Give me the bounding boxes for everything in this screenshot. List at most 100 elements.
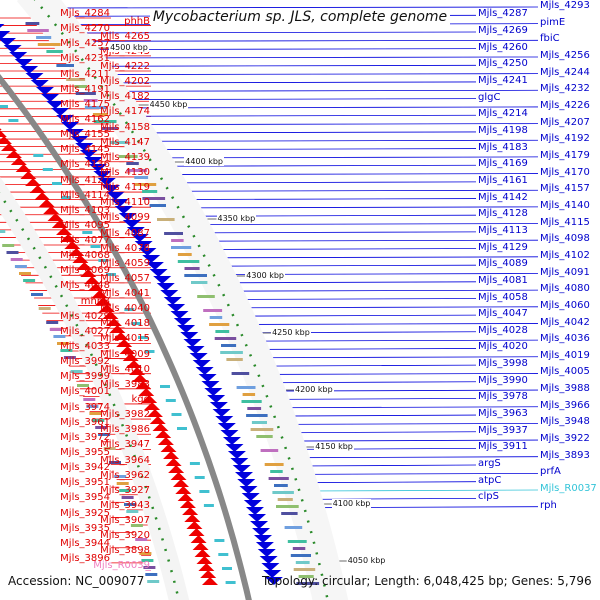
reverse-gene-arrow <box>72 255 89 263</box>
gene-label-right: Mjls_4142 <box>478 191 528 203</box>
scale-tick-label: 4350 kbp <box>216 214 257 223</box>
forward-gene-arrow <box>189 353 208 361</box>
gene-label-left: Mjls_4099 <box>100 212 150 224</box>
label-connector <box>304 489 539 492</box>
feature-block <box>70 370 83 373</box>
scale-tick-label: 4250 kbp <box>271 328 311 337</box>
forward-gene-arrow <box>217 423 236 431</box>
gene-label-right: Mjls_4226 <box>540 99 590 111</box>
label-connector <box>267 381 477 384</box>
forward-gene-arrow <box>183 339 202 347</box>
forward-gene-arrow <box>186 346 205 354</box>
gene-label-right: Mjls_3937 <box>478 424 528 436</box>
forward-gene-arrow <box>84 157 103 165</box>
reverse-gene-arrow <box>0 128 2 130</box>
gene-label-left: Mjls_4077 <box>60 235 110 246</box>
feature-block <box>218 553 229 556</box>
gene-label-right: Mjls_4207 <box>540 116 590 128</box>
feature-block <box>149 204 166 207</box>
feature-block <box>268 477 289 480</box>
feature-block <box>53 335 66 338</box>
reverse-gene-arrow <box>200 570 217 578</box>
feature-block <box>260 449 279 452</box>
forward-gene-arrow <box>255 542 274 550</box>
gene-label-right: Mjls_4232 <box>540 83 590 95</box>
label-connector <box>206 248 477 250</box>
label-connector <box>210 256 539 259</box>
label-connector <box>193 223 539 225</box>
reverse-gene-arrow <box>105 318 122 326</box>
gene-label-left: Mjls_4119 <box>100 182 150 194</box>
label-connector <box>235 306 539 309</box>
feature-block <box>142 190 158 193</box>
reverse-gene-arrow <box>95 297 112 305</box>
forward-gene-arrow <box>70 136 89 144</box>
feature-block <box>92 113 108 116</box>
forward-gene-arrow <box>35 87 54 95</box>
gene-label-left: Mjls_3896 <box>60 552 110 564</box>
forward-gene-arrow <box>207 395 226 403</box>
feature-block <box>10 258 23 261</box>
gene-label-right: Mjls_4102 <box>540 249 590 261</box>
gene-label-right: Mjls_4080 <box>540 283 590 295</box>
gene-label-right: Mjls_4214 <box>478 108 528 120</box>
label-connector <box>273 398 477 400</box>
gene-label-left: Mjls_4040 <box>100 303 150 315</box>
gene-label-right: Mjls_4047 <box>478 308 528 320</box>
feature-block <box>126 162 139 165</box>
label-connector <box>276 406 539 409</box>
feature-block <box>92 419 105 422</box>
label-connector <box>174 189 539 192</box>
gene-label-right: Mjls_4042 <box>540 316 590 328</box>
gene-label-left: Mjls_4147 <box>100 136 150 148</box>
gene-label-left: Mjls_3986 <box>100 424 150 436</box>
gene-label-right: Mjls_3978 <box>478 391 528 403</box>
feature-block <box>106 273 116 276</box>
gene-label-right: rph <box>540 499 557 511</box>
gene-label-right: clpS <box>478 491 499 503</box>
feature-block <box>295 561 310 564</box>
feature-block <box>31 293 43 296</box>
feature-block <box>281 512 298 515</box>
gene-label-left: Mjls_4001 <box>60 386 110 398</box>
reverse-gene-arrow <box>157 437 174 445</box>
reverse-gene-arrow <box>119 346 136 354</box>
forward-gene-arrow <box>201 381 220 389</box>
forward-gene-arrow <box>0 24 5 28</box>
reverse-gene-arrow <box>177 493 194 501</box>
feature-block <box>36 36 52 39</box>
gene-label-left: Mjls_3907 <box>100 515 150 526</box>
feature-block <box>241 400 262 403</box>
reverse-gene-arrow <box>98 304 115 312</box>
gene-label-left: Mjls_4078 <box>100 242 150 254</box>
reverse-gene-arrow <box>5 150 22 158</box>
forward-gene-arrow <box>252 528 271 536</box>
gene-label-left: Mjls_4103 <box>60 204 110 216</box>
feature-block <box>134 176 149 179</box>
forward-gene-arrow <box>30 80 49 88</box>
forward-gene-arrow <box>114 206 133 214</box>
reverse-gene-arrow <box>122 353 139 361</box>
feature-block <box>74 85 87 88</box>
gene-label-left: Mjls_4155 <box>60 129 110 141</box>
gene-label-right: Mjls_3966 <box>540 399 590 411</box>
accession-text: Accession: NC_009077 <box>8 574 145 588</box>
forward-gene-arrow <box>243 500 262 508</box>
gene-label-left: Mjls_4265 <box>100 30 150 42</box>
feature-block <box>38 307 51 310</box>
gene-label-right: Mjls_3963 <box>478 408 528 420</box>
feature-block <box>116 482 129 485</box>
forward-gene-arrow <box>254 535 273 543</box>
reverse-gene-arrow <box>15 164 32 172</box>
feature-block <box>0 105 8 108</box>
reverse-gene-arrow <box>135 381 152 389</box>
gene-label-right: Mjls_3988 <box>540 383 590 395</box>
map-title: Mycobacterium sp. JLS, complete genome <box>150 9 450 25</box>
forward-gene-arrow <box>225 444 244 452</box>
gene-label-left: phhB <box>124 15 150 27</box>
forward-gene-arrow <box>163 297 182 305</box>
feature-block <box>222 567 232 570</box>
gene-label-left: Mjls_4284 <box>60 8 110 19</box>
gene-label-left: Mjls_4069 <box>60 265 110 277</box>
feature-block <box>242 393 256 396</box>
